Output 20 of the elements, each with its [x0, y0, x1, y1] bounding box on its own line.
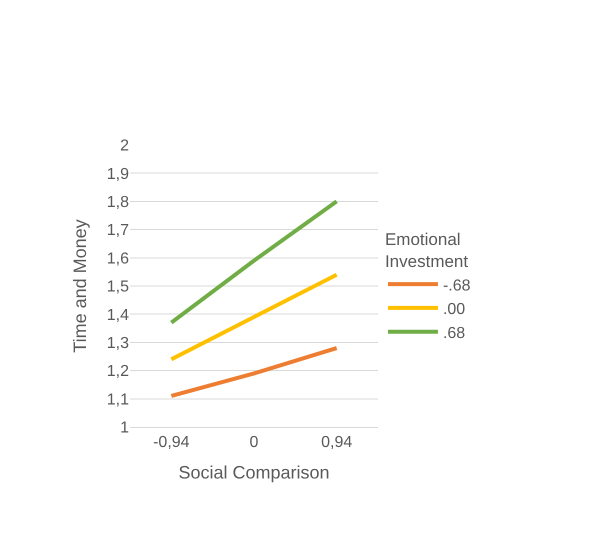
y-tick-label: 1,8 — [106, 194, 130, 211]
x-tick-label: 0,94 — [321, 434, 352, 452]
y-tick-label: 1,1 — [106, 391, 130, 408]
legend-label: .68 — [442, 324, 466, 342]
y-tick-label: 2 — [120, 138, 130, 155]
y-tick-label: 1 — [120, 420, 130, 437]
legend-label: -.68 — [442, 277, 471, 294]
y-tick-label: 1,3 — [106, 335, 130, 352]
x-tick-label: 0 — [250, 434, 259, 452]
y-tick-label: 1,7 — [106, 222, 130, 240]
y-tick-label: 1,9 — [106, 166, 130, 183]
legend-label: .00 — [442, 301, 466, 318]
y-tick-label: 1,4 — [106, 306, 130, 324]
y-tick-label: 1,6 — [106, 250, 130, 268]
legend-title: Emotional Investment — [384, 230, 468, 272]
y-axis-title: Time and Money — [70, 219, 90, 353]
y-tick-label: 1,5 — [106, 278, 130, 296]
x-tick-label: -0,94 — [153, 434, 190, 452]
y-tick-label: 1,2 — [106, 363, 130, 380]
x-axis-title: Social Comparison — [178, 462, 330, 482]
